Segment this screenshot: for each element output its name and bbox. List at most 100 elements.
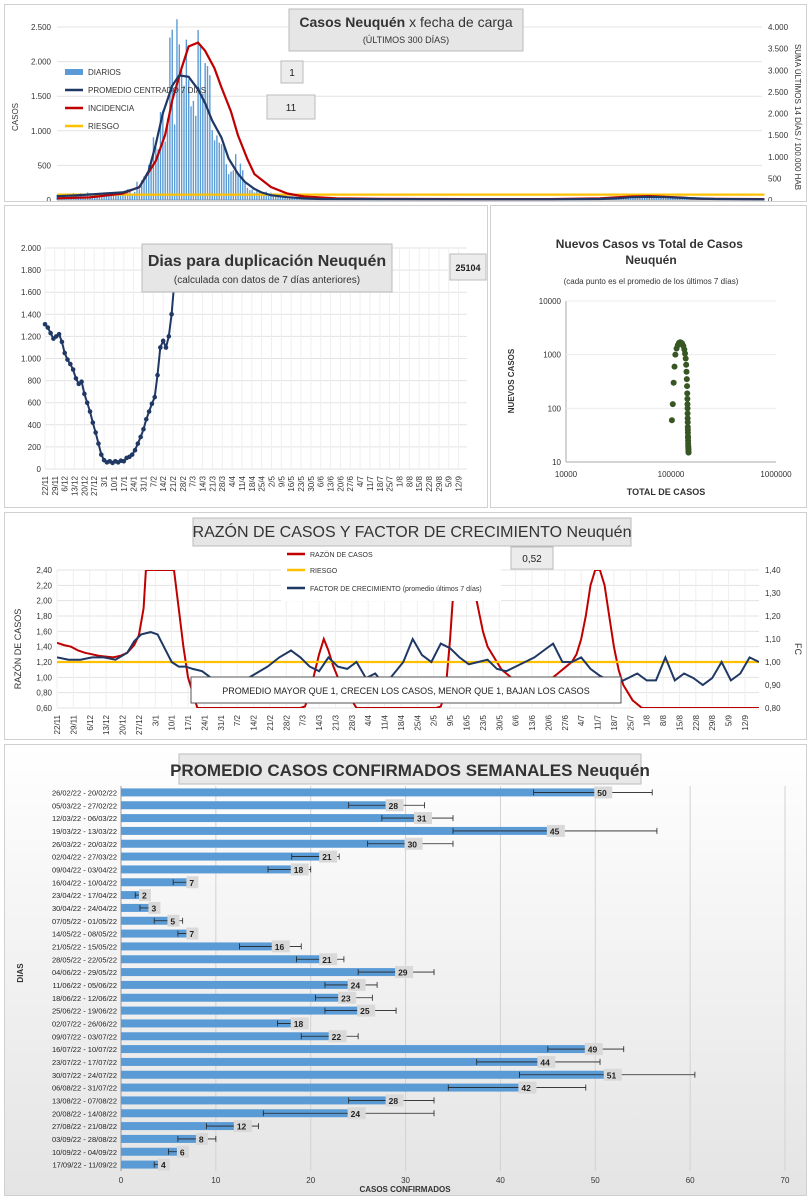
- annotation-2: 11: [286, 103, 297, 114]
- y-tick-label: 2,00: [36, 597, 52, 606]
- bar: [121, 852, 321, 861]
- data-point: [68, 361, 73, 367]
- data-label: 42: [521, 1083, 531, 1093]
- bar: [121, 1083, 520, 1092]
- x-tick-label: 25/7: [626, 714, 635, 730]
- bar-diarios: [204, 63, 206, 201]
- x-tick-label: 17/1: [184, 714, 193, 730]
- data-point: [132, 447, 138, 453]
- x-tick-label: 8/8: [659, 714, 668, 726]
- bar: [121, 980, 349, 989]
- data-point: [65, 357, 70, 362]
- annotation-box: [449, 253, 487, 281]
- data-point: [149, 401, 155, 407]
- x-tick-label: 6/6: [512, 714, 521, 726]
- bar-diarios: [110, 193, 112, 200]
- y-tick-label: 400: [28, 421, 42, 430]
- bar-diarios: [239, 163, 242, 200]
- data-label: 16: [275, 942, 285, 952]
- bar-diarios: [227, 174, 230, 200]
- data-label-bg: [414, 812, 433, 825]
- data-point: [152, 394, 158, 400]
- data-label: 28: [389, 1096, 399, 1106]
- y2-tick-label: 4.000: [768, 23, 789, 32]
- data-label: 24: [351, 980, 361, 990]
- chart-title-box: [141, 243, 393, 293]
- chart-subtitle: (cada punto es el promedio de los último…: [564, 277, 739, 286]
- x-tick-label: 1000000: [760, 470, 792, 479]
- x-tick-label: 20/12: [80, 475, 89, 496]
- chart-casos: 0 500 1.000 1.500 2.000 2.500 0 500 1.000 1.500 2…: [11, 8, 802, 201]
- legend-label-riesgo: RIESGO: [310, 568, 338, 575]
- bar-diarios: [658, 196, 660, 200]
- chart-razon-panel: 0,60 0,80 1,00 1,20 1,40 1,60 1,80 2,00 2,20 2,40…: [4, 512, 807, 740]
- data-label: 12: [237, 1122, 247, 1132]
- data-point: [121, 458, 127, 464]
- bar-diarios: [300, 198, 303, 200]
- data-label-bg: [584, 1043, 603, 1056]
- x-tick-label: 22/8: [425, 475, 434, 491]
- chart-title: PROMEDIO CASOS CONFIRMADOS SEMANALES Neu…: [170, 761, 650, 780]
- x-tick-label: 14/3: [315, 714, 324, 730]
- bar-diarios: [112, 195, 115, 200]
- data-label-bg: [537, 1055, 556, 1068]
- annotation-box: [510, 546, 554, 570]
- data-label: 49: [588, 1045, 598, 1055]
- y-tick-label: 23/04/22 - 17/04/22: [52, 891, 117, 900]
- data-point: [96, 441, 101, 446]
- data-point: [93, 430, 98, 435]
- bar-diarios: [632, 197, 634, 200]
- bar-diarios: [242, 170, 244, 200]
- y-tick-label: 28/05/22 - 22/05/22: [52, 955, 117, 964]
- y-tick-label: 13/08/22 - 07/08/22: [52, 1096, 117, 1105]
- bar-diarios: [180, 70, 183, 200]
- data-point: [684, 419, 691, 426]
- y2-tick-label: 1,30: [765, 589, 781, 598]
- legend-swatch-diarios: [65, 69, 83, 75]
- chart-subtitle: (ÚLTIMOS 300 DÍAS): [363, 35, 449, 45]
- bar-diarios: [225, 164, 227, 200]
- data-point: [682, 350, 689, 357]
- y-tick-label: 1.000: [21, 355, 42, 364]
- bar-diarios: [667, 197, 669, 200]
- data-point: [669, 401, 676, 408]
- series-fc: [57, 631, 759, 687]
- y-tick-label: 2.000: [31, 58, 52, 67]
- bar-diarios: [263, 193, 265, 200]
- bar-diarios: [237, 174, 239, 200]
- chart-title-box: [192, 517, 632, 547]
- y-tick-label: 16/04/22 - 10/04/22: [52, 878, 117, 887]
- chart-title-box: [178, 753, 642, 785]
- y2-tick-label: 2.500: [768, 88, 789, 97]
- x-tick-label: 12/9: [741, 714, 750, 730]
- legend: RAZÓN DE CASOS RIESGO FACTOR DE CRECIMIE…: [281, 549, 501, 601]
- bar-diarios: [641, 196, 643, 200]
- y-tick-label: 09/04/22 - 03/04/22: [52, 865, 117, 874]
- bar-diarios: [162, 110, 164, 200]
- y2-tick-label: 3.000: [768, 66, 789, 75]
- bar: [121, 916, 169, 925]
- x-tick-label: 50: [591, 1176, 600, 1185]
- legend-label-razon: RAZÓN DE CASOS: [310, 550, 373, 559]
- y2-axis-label: FC: [793, 643, 803, 655]
- x-tick-label: 21/3: [331, 714, 340, 730]
- x-tick-label: 10: [211, 1176, 220, 1185]
- x-tick-label: 28/3: [218, 475, 227, 491]
- x-tick-label: 10/1: [168, 714, 177, 730]
- y-tick-label: 2,20: [36, 581, 52, 590]
- x-tick-label: 21/2: [266, 714, 275, 730]
- x-tick-label: 27/6: [561, 714, 570, 730]
- x-tick-label: 16/5: [463, 714, 472, 730]
- bar-diarios: [185, 39, 188, 200]
- y-tick-label: 0: [37, 465, 42, 474]
- bar-diarios: [178, 44, 180, 201]
- data-point: [135, 441, 141, 446]
- y2-tick-label: 1,00: [765, 658, 781, 667]
- bar: [121, 801, 387, 810]
- x-tick-label: 13/12: [71, 475, 80, 496]
- bar-diarios: [96, 195, 98, 200]
- y-tick-label: 09/07/22 - 03/07/22: [52, 1032, 117, 1041]
- x-tick-label: 40: [496, 1176, 505, 1185]
- data-point: [90, 420, 96, 425]
- bar-diarios: [145, 175, 148, 200]
